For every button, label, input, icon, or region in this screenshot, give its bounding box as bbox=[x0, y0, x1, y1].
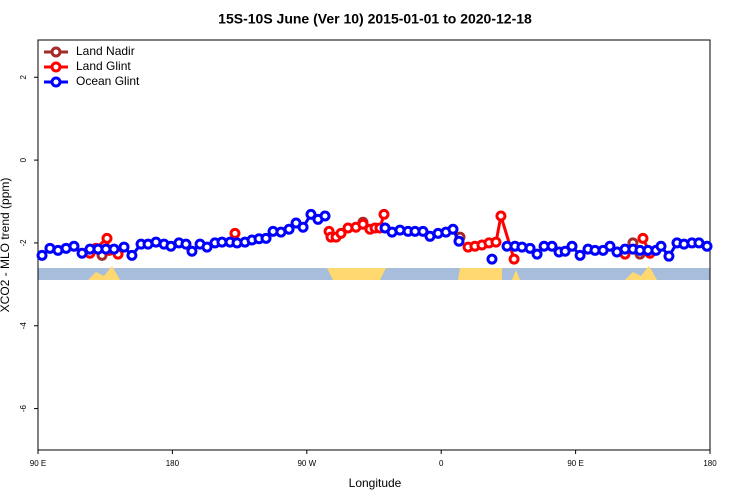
point bbox=[68, 240, 80, 252]
point bbox=[297, 221, 309, 233]
legend-label: Ocean Glint bbox=[76, 74, 140, 88]
map-strip bbox=[38, 266, 710, 280]
point bbox=[559, 245, 571, 257]
legend-label: Land Nadir bbox=[76, 44, 135, 58]
point bbox=[701, 240, 713, 252]
series bbox=[36, 208, 713, 265]
point bbox=[655, 240, 667, 252]
y-tick-label: 2 bbox=[19, 74, 28, 79]
point bbox=[490, 236, 502, 248]
point bbox=[357, 218, 369, 230]
legend-marker bbox=[50, 46, 62, 58]
point bbox=[260, 232, 272, 244]
point bbox=[229, 227, 241, 239]
point bbox=[101, 232, 113, 244]
point bbox=[574, 249, 586, 261]
point bbox=[108, 243, 120, 255]
y-tick-label: 0 bbox=[19, 157, 28, 162]
chart-title: 15S-10S June (Ver 10) 2015-01-01 to 2020… bbox=[218, 11, 532, 27]
point bbox=[378, 208, 390, 220]
point bbox=[186, 245, 198, 257]
point bbox=[319, 210, 331, 222]
point bbox=[305, 208, 317, 220]
x-tick-label: 90 W bbox=[297, 459, 316, 468]
point bbox=[637, 232, 649, 244]
series-line bbox=[467, 215, 516, 260]
point bbox=[201, 241, 213, 253]
point bbox=[335, 227, 347, 239]
legend-label: Land Glint bbox=[76, 59, 131, 73]
legend-marker bbox=[50, 76, 62, 88]
point bbox=[453, 235, 465, 247]
x-tick-label: 90 E bbox=[567, 459, 583, 468]
point bbox=[524, 242, 536, 254]
point bbox=[486, 253, 498, 265]
x-tick-label: 180 bbox=[166, 459, 180, 468]
point bbox=[417, 225, 429, 237]
legend-marker bbox=[50, 61, 62, 73]
point bbox=[36, 249, 48, 261]
point bbox=[118, 241, 130, 253]
point bbox=[283, 223, 295, 235]
point bbox=[495, 210, 507, 222]
x-tick-label: 0 bbox=[439, 459, 444, 468]
point bbox=[180, 238, 192, 250]
point bbox=[447, 223, 459, 235]
point bbox=[604, 240, 616, 252]
point bbox=[126, 249, 138, 261]
point bbox=[663, 250, 675, 262]
x-tick-label: 180 bbox=[703, 459, 717, 468]
y-axis-label: XCO2 - MLO trend (ppm) bbox=[0, 178, 12, 313]
x-axis-label: Longitude bbox=[349, 476, 402, 490]
y-tick-label: -6 bbox=[19, 404, 28, 412]
x-tick-label: 90 E bbox=[30, 459, 46, 468]
y-tick-label: -2 bbox=[19, 239, 28, 247]
point bbox=[546, 240, 558, 252]
point bbox=[531, 248, 543, 260]
point bbox=[76, 247, 88, 259]
point bbox=[508, 253, 520, 265]
y-tick-label: -4 bbox=[19, 322, 28, 330]
point bbox=[566, 240, 578, 252]
